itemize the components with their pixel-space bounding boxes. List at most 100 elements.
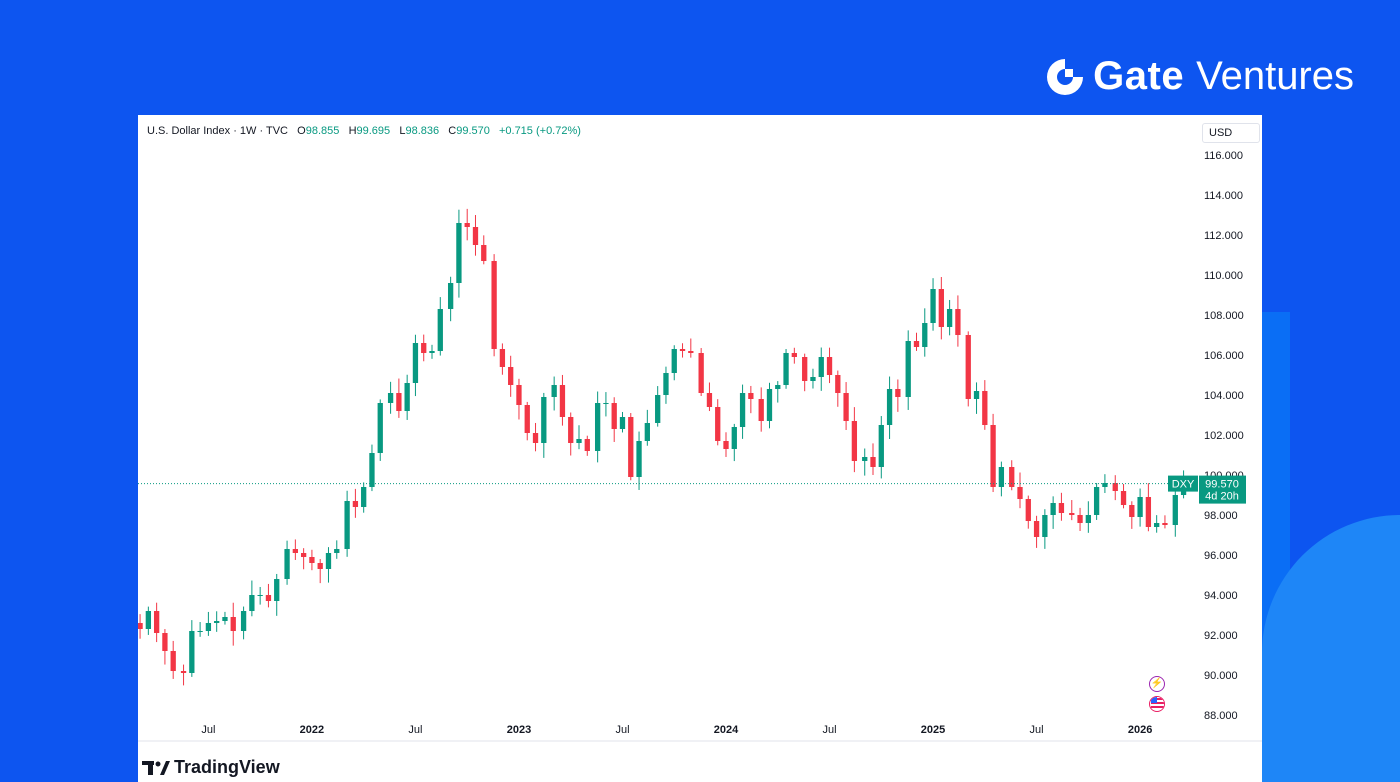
candle-body: [1077, 515, 1083, 523]
candle-body: [145, 611, 152, 629]
candle-body: [499, 349, 506, 367]
close-label: C: [448, 125, 457, 137]
candle-body: [878, 425, 884, 467]
us-flag-event-icon[interactable]: [1149, 696, 1165, 712]
candle-body: [584, 439, 590, 451]
candle-body: [619, 417, 626, 429]
candle-body: [180, 671, 187, 673]
tradingview-logo[interactable]: TradingView: [142, 757, 280, 778]
y-tick-label: 94.000: [1204, 590, 1238, 602]
candle-body: [197, 631, 203, 632]
candle-body: [1102, 483, 1108, 487]
x-tick-label: 2026: [1128, 724, 1152, 736]
y-tick-label: 98.000: [1204, 510, 1238, 522]
candle-body: [437, 309, 443, 351]
candle-body: [644, 423, 650, 441]
candle-body: [205, 623, 212, 631]
candle-body: [274, 579, 280, 601]
candle-body: [895, 389, 901, 397]
candle-body: [1129, 505, 1135, 517]
y-tick-label: 116.000: [1204, 150, 1243, 162]
y-tick-label: 102.000: [1204, 430, 1244, 442]
candle-body: [843, 393, 849, 421]
candle-body: [930, 289, 936, 323]
x-tick-label: Jul: [408, 724, 422, 736]
candle-body: [138, 623, 143, 629]
candle-body: [1042, 515, 1048, 537]
candle-body: [1025, 499, 1031, 521]
candle-body: [715, 407, 721, 441]
candle-body: [170, 651, 176, 671]
change-value: +0.715 (+0.72%): [498, 125, 581, 137]
y-tick-label: 92.000: [1204, 630, 1238, 642]
currency-button[interactable]: USD: [1202, 123, 1260, 143]
low-value: 98.836: [405, 125, 440, 137]
brand-name: Gate: [1093, 54, 1185, 98]
candle-body: [153, 611, 160, 633]
candle-body: [946, 309, 953, 327]
candle-body: [594, 403, 601, 451]
candle-body: [1093, 487, 1100, 515]
candle-body: [230, 617, 236, 631]
candle-body: [1050, 503, 1056, 515]
candle-body: [472, 227, 479, 245]
candle-body: [655, 395, 661, 423]
candle-body: [826, 357, 833, 375]
x-tick-label: Jul: [1030, 724, 1044, 736]
candle-body: [361, 487, 367, 507]
candle-body: [524, 405, 530, 433]
y-tick-label: 106.000: [1204, 350, 1244, 362]
bar-countdown: 4d 20h: [1205, 491, 1239, 503]
candle-body: [317, 563, 323, 569]
ticker-badge: DXY: [1172, 479, 1195, 491]
candle-body: [998, 467, 1005, 487]
candle-body: [491, 261, 497, 349]
symbol-label[interactable]: U.S. Dollar Index · 1W · TVC: [147, 125, 288, 137]
brand-suffix: Ventures: [1196, 54, 1354, 98]
candle-body: [1172, 495, 1178, 525]
x-tick-label: Jul: [201, 724, 215, 736]
y-tick-label: 104.000: [1204, 390, 1244, 402]
candle-body: [257, 595, 263, 596]
candle-body: [611, 403, 617, 429]
x-tick-label: 2024: [714, 724, 739, 736]
candle-body: [973, 391, 980, 399]
candle-body: [387, 393, 394, 403]
candle-body: [456, 223, 462, 283]
high-value: 99.695: [356, 125, 391, 137]
candle-body: [636, 441, 642, 477]
price-badge-bg: [1199, 475, 1246, 504]
tradingview-icon: [142, 760, 170, 775]
candle-body: [965, 335, 971, 399]
candle-body: [377, 403, 383, 453]
candle-body: [1112, 483, 1118, 491]
candle-body: [551, 385, 557, 397]
y-tick-label: 88.000: [1204, 710, 1238, 722]
candle-body: [284, 549, 290, 579]
tradingview-wordmark: TradingView: [174, 757, 280, 777]
ticker-badge-bg: [1168, 475, 1198, 492]
y-tick-label: 114.000: [1204, 190, 1243, 202]
candle-body: [292, 549, 299, 553]
candle-body: [810, 377, 816, 381]
candle-body: [344, 501, 350, 549]
y-tick-label: 108.000: [1204, 310, 1244, 322]
close-value: 99.570: [456, 125, 490, 137]
candle-body: [913, 341, 920, 347]
candle-body: [731, 427, 737, 449]
low-label: L: [399, 125, 406, 137]
price-chart[interactable]: 116.000 114.000 112.000 110.000 108.000 106.0…: [138, 115, 1262, 782]
y-tick-label: 110.000: [1204, 270, 1243, 282]
candle-body: [758, 399, 764, 421]
candle-body: [464, 223, 470, 227]
candle-body: [481, 245, 487, 261]
candle-body: [886, 389, 893, 425]
y-tick-label: 90.000: [1204, 670, 1238, 682]
candle-body: [516, 385, 522, 405]
candle-body: [508, 367, 514, 385]
lightning-event-icon[interactable]: ⚡: [1149, 676, 1165, 692]
candle-body: [1145, 497, 1152, 527]
price-axis: 116.000 114.000 112.000 110.000 108.000 106.0…: [1204, 150, 1244, 722]
candle-body: [541, 397, 547, 443]
candle-body: [870, 457, 876, 467]
